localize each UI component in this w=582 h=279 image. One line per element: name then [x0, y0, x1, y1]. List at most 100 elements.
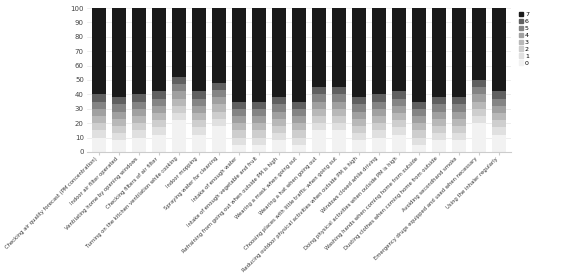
Bar: [232, 116, 246, 123]
Bar: [272, 112, 286, 119]
Bar: [152, 135, 166, 152]
Legend: 7, 6, 5, 4, 3, 2, 1, 0: 7, 6, 5, 4, 3, 2, 1, 0: [518, 11, 530, 66]
Bar: [272, 133, 286, 140]
Bar: [432, 140, 446, 152]
Bar: [112, 126, 126, 133]
Bar: [392, 135, 406, 152]
Bar: [172, 106, 186, 113]
Bar: [411, 102, 425, 109]
Bar: [411, 116, 425, 123]
Bar: [352, 126, 365, 133]
Bar: [312, 87, 326, 94]
Bar: [112, 119, 126, 126]
Bar: [392, 92, 406, 99]
Bar: [392, 99, 406, 106]
Bar: [492, 99, 506, 106]
Bar: [292, 116, 306, 123]
Bar: [332, 94, 346, 102]
Bar: [232, 138, 246, 145]
Bar: [91, 138, 106, 152]
Bar: [232, 145, 246, 152]
Bar: [332, 123, 346, 130]
Bar: [411, 145, 425, 152]
Bar: [112, 140, 126, 152]
Bar: [152, 128, 166, 135]
Bar: [251, 8, 266, 102]
Bar: [152, 120, 166, 128]
Bar: [132, 8, 146, 94]
Bar: [91, 8, 106, 94]
Bar: [472, 94, 486, 102]
Bar: [492, 135, 506, 152]
Bar: [492, 120, 506, 128]
Bar: [312, 116, 326, 123]
Bar: [372, 102, 386, 109]
Bar: [452, 112, 466, 119]
Bar: [251, 138, 266, 145]
Bar: [132, 123, 146, 130]
Bar: [392, 120, 406, 128]
Bar: [372, 123, 386, 130]
Bar: [132, 109, 146, 116]
Bar: [392, 113, 406, 120]
Bar: [332, 102, 346, 109]
Bar: [372, 94, 386, 102]
Bar: [312, 109, 326, 116]
Bar: [312, 130, 326, 152]
Bar: [392, 8, 406, 92]
Bar: [251, 123, 266, 130]
Bar: [212, 104, 226, 112]
Bar: [432, 97, 446, 104]
Bar: [191, 135, 205, 152]
Bar: [452, 119, 466, 126]
Bar: [112, 97, 126, 104]
Bar: [332, 116, 346, 123]
Bar: [352, 8, 365, 97]
Bar: [352, 112, 365, 119]
Bar: [132, 94, 146, 102]
Bar: [251, 116, 266, 123]
Bar: [212, 8, 226, 83]
Bar: [492, 128, 506, 135]
Bar: [452, 104, 466, 112]
Bar: [152, 99, 166, 106]
Bar: [132, 102, 146, 109]
Bar: [472, 80, 486, 87]
Bar: [352, 133, 365, 140]
Bar: [272, 126, 286, 133]
Bar: [392, 128, 406, 135]
Bar: [152, 113, 166, 120]
Bar: [191, 8, 205, 92]
Bar: [472, 102, 486, 109]
Bar: [411, 123, 425, 130]
Bar: [492, 113, 506, 120]
Bar: [472, 87, 486, 94]
Bar: [372, 130, 386, 138]
Bar: [492, 106, 506, 113]
Bar: [312, 94, 326, 102]
Bar: [212, 83, 226, 90]
Bar: [251, 109, 266, 116]
Bar: [91, 123, 106, 130]
Bar: [152, 106, 166, 113]
Bar: [132, 130, 146, 138]
Bar: [172, 113, 186, 120]
Bar: [232, 109, 246, 116]
Bar: [91, 102, 106, 109]
Bar: [272, 8, 286, 97]
Bar: [372, 138, 386, 152]
Bar: [372, 116, 386, 123]
Bar: [352, 119, 365, 126]
Bar: [332, 87, 346, 94]
Bar: [292, 123, 306, 130]
Bar: [452, 140, 466, 152]
Bar: [112, 133, 126, 140]
Bar: [432, 104, 446, 112]
Bar: [232, 123, 246, 130]
Bar: [372, 8, 386, 94]
Bar: [91, 130, 106, 138]
Bar: [411, 130, 425, 138]
Bar: [312, 8, 326, 87]
Bar: [292, 102, 306, 109]
Bar: [332, 109, 346, 116]
